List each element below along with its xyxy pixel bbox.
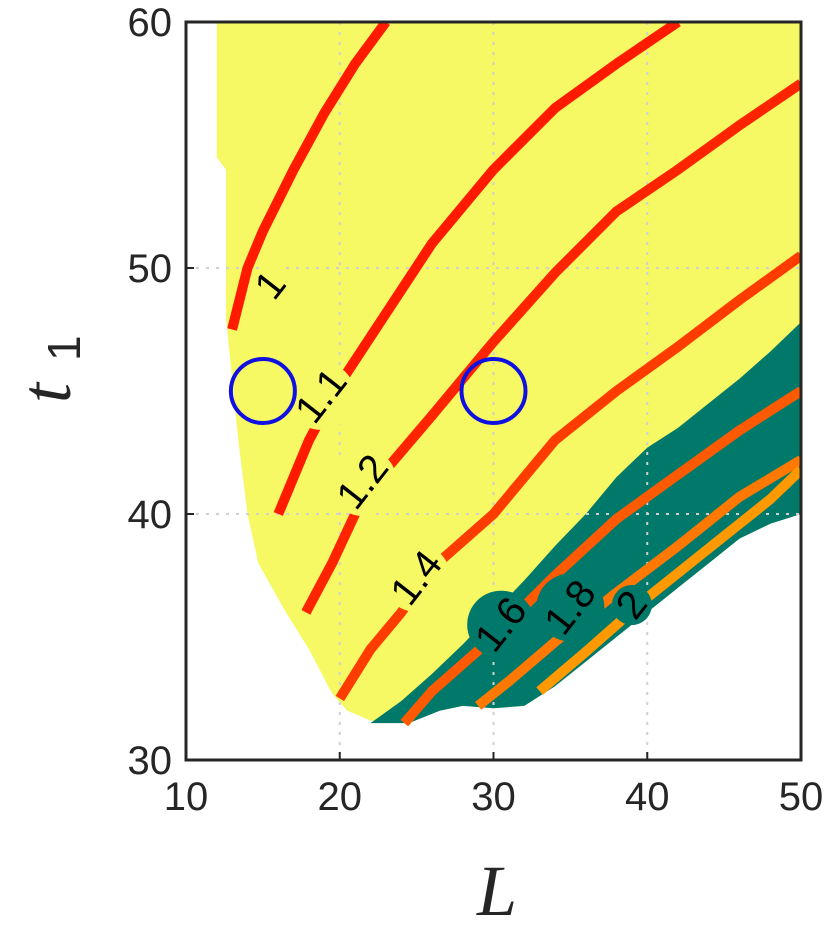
x-tick-label: 50: [779, 775, 824, 819]
x-tick-label: 40: [625, 775, 670, 819]
x-tick-label: 10: [164, 775, 209, 819]
contour-label-gap: [287, 361, 356, 430]
x-axis-title: L: [476, 851, 517, 927]
contour-label-gap: [250, 265, 291, 306]
contour-label-gap: [536, 573, 605, 642]
marker-layer: [228, 357, 528, 425]
y-tick-label: 40: [128, 493, 173, 537]
x-tick-label: 20: [318, 775, 363, 819]
tick-layer: 10 20 30 40 50 30 40 50 60: [128, 1, 824, 819]
contour-label-gap: [611, 585, 652, 626]
x-tick-label: 30: [471, 775, 516, 819]
y-tick-label: 50: [128, 247, 173, 291]
contour-label-gap: [467, 590, 536, 659]
y-tick-label: 30: [128, 739, 173, 783]
grid-layer: [186, 22, 801, 760]
contour-label-gap: [382, 543, 451, 612]
contour-line-1-6: [400, 386, 801, 727]
y-axis-title: t: [6, 381, 86, 403]
contour-layer: [227, 22, 801, 727]
contour-line-2: [536, 466, 801, 695]
marker-circle-2: [459, 357, 528, 425]
y-tick-label: 60: [128, 1, 173, 45]
contour-line-1-2: [301, 79, 801, 615]
region-layer: [216, 22, 801, 724]
contour-label-gap: [328, 448, 397, 517]
y-axis-title-subscript: 1: [38, 335, 90, 361]
high-value-region: [370, 322, 801, 724]
marker-circle-1: [228, 357, 297, 425]
contour-line-1: [227, 22, 390, 331]
y-axis-title-group: t 1: [6, 335, 90, 403]
contour-line-1-4: [335, 251, 801, 702]
